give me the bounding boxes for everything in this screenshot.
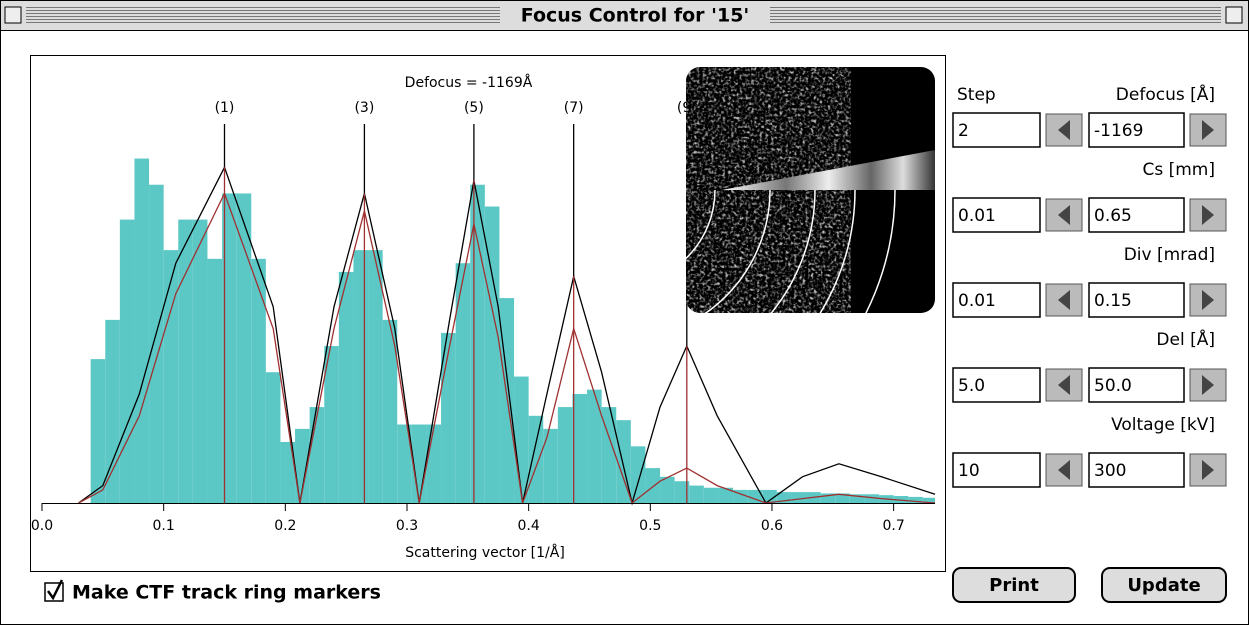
parameter-value: 0.15 (1094, 291, 1132, 311)
x-tick-label: 0.1 (153, 518, 175, 534)
bar (339, 272, 354, 503)
bar (499, 298, 514, 503)
parameter-value: 0.65 (1094, 206, 1132, 226)
parameter-value: 300 (1094, 461, 1126, 481)
chart-title: Defocus = -1169Å (405, 74, 533, 91)
x-tick-label: 0.4 (518, 518, 540, 534)
parameter-label: Div [mrad] (1124, 245, 1215, 265)
bar (704, 488, 719, 503)
bar (134, 159, 149, 503)
bar (529, 416, 544, 503)
bar (120, 220, 135, 503)
button-label: Print (989, 575, 1039, 596)
step-value: 5.0 (958, 376, 985, 396)
close-box[interactable] (5, 7, 21, 23)
checkbox-label: Make CTF track ring markers (72, 582, 381, 604)
step-value: 2 (958, 121, 969, 141)
bar (207, 259, 222, 503)
bar (310, 407, 325, 503)
bar (689, 486, 704, 503)
step-label: Step (957, 85, 996, 105)
bar (353, 250, 368, 503)
bar (251, 259, 266, 503)
ring-marker-label: (5) (464, 100, 484, 116)
step-value: 0.01 (958, 206, 996, 226)
ring-marker-label: (1) (215, 100, 235, 116)
x-tick-label: 0.5 (639, 518, 661, 534)
x-tick-label: 0.6 (761, 518, 783, 534)
bar (791, 492, 806, 503)
x-tick-label: 0.0 (31, 518, 53, 534)
step-value: 10 (958, 461, 980, 481)
parameter-label: Cs [mm] (1142, 160, 1215, 180)
step-value: 0.01 (958, 291, 996, 311)
bar (572, 394, 587, 503)
parameter-value: 50.0 (1094, 376, 1132, 396)
bar (558, 407, 573, 503)
ring-marker-label: (7) (564, 100, 584, 116)
ring-marker-label: (3) (354, 100, 374, 116)
x-tick-label: 0.7 (883, 518, 905, 534)
x-tick-label: 0.3 (396, 518, 418, 534)
parameter-label: Defocus [Å] (1116, 83, 1215, 105)
x-tick-label: 0.2 (274, 518, 296, 534)
bar (456, 263, 471, 503)
bar (91, 359, 106, 503)
parameter-label: Del [Å] (1156, 328, 1215, 350)
bar (426, 425, 441, 503)
bar (164, 250, 179, 503)
title-bar: Focus Control for '15' (0, 1, 1249, 31)
parameter-label: Voltage [kV] (1111, 415, 1215, 435)
parameter-value: -1169 (1094, 121, 1143, 141)
zoom-box[interactable] (1226, 7, 1242, 23)
bar (368, 250, 383, 503)
bar (237, 193, 252, 503)
button-label: Update (1127, 575, 1200, 596)
window-title: Focus Control for '15' (521, 5, 750, 27)
window: Focus Control for '15' (1)(3)(5)(7)(9)De… (0, 0, 1249, 625)
bar (266, 372, 281, 503)
bar (645, 468, 660, 503)
x-axis-label: Scattering vector [1/Å] (405, 544, 565, 561)
bar (587, 390, 602, 503)
bar (193, 220, 208, 503)
